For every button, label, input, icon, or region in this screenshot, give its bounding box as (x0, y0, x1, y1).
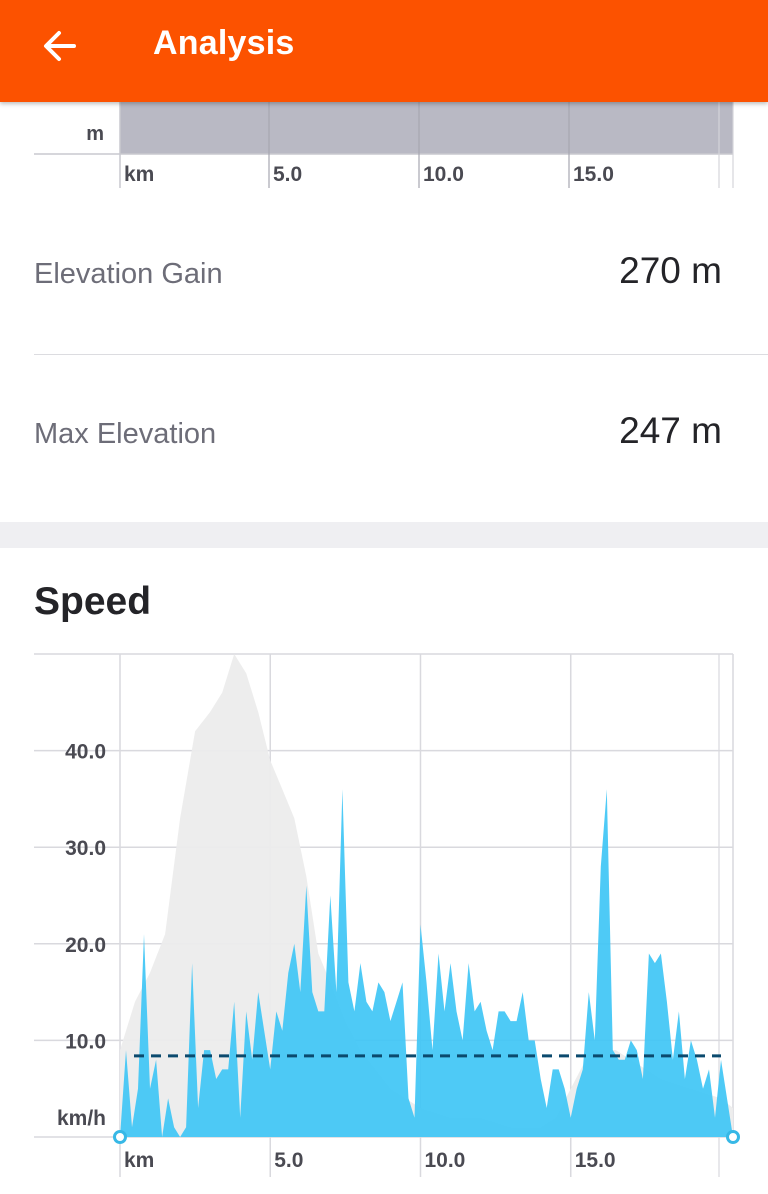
stat-value: 247 m (619, 410, 722, 451)
range-handle-left[interactable] (113, 1130, 127, 1144)
stat-row-elevation-gain: Elevation Gain 270 m (34, 236, 768, 316)
speed-section-title: Speed (34, 580, 152, 623)
range-handle-right[interactable] (726, 1130, 740, 1144)
stat-label: Elevation Gain (34, 258, 223, 290)
app-bar: Analysis (0, 0, 768, 102)
divider (34, 354, 768, 355)
y-tick-label: 30.0 (65, 837, 106, 860)
elevation-profile-area (120, 654, 733, 1137)
chart-labels: 10.0 20.0 30.0 40.0 5.0 10.0 15.0 km/h km (57, 741, 616, 1172)
back-button[interactable] (28, 18, 92, 74)
x-tick-label: 5.0 (274, 1149, 303, 1172)
elevation-chart: m km 5.0 10.0 15.0 (34, 102, 734, 188)
x-tick-label: 15.0 (575, 1149, 616, 1172)
elevation-x-tick-label: 10.0 (423, 163, 464, 186)
arrow-left-icon (44, 31, 76, 61)
stat-row-max-elevation: Max Elevation 247 m (34, 396, 768, 476)
y-unit-label: km/h (57, 1107, 106, 1130)
elevation-x-tick-label: 5.0 (273, 163, 302, 186)
elevation-chart-plot (120, 102, 733, 154)
page-title: Analysis (153, 24, 295, 62)
x-unit-label: km (124, 1149, 154, 1172)
stat-label: Max Elevation (34, 418, 217, 450)
y-tick-label: 20.0 (65, 934, 106, 957)
elevation-x-unit-label: km (124, 163, 154, 186)
y-tick-label: 10.0 (65, 1030, 106, 1053)
elevation-y-unit-label: m (86, 123, 104, 145)
speed-chart[interactable]: 10.0 20.0 30.0 40.0 5.0 10.0 15.0 km/h km (0, 640, 768, 1194)
section-separator (0, 522, 768, 548)
x-tick-label: 10.0 (424, 1149, 465, 1172)
y-tick-label: 40.0 (65, 741, 106, 764)
elevation-x-tick-label: 15.0 (573, 163, 614, 186)
speed-area (120, 789, 733, 1137)
stat-value: 270 m (619, 250, 722, 291)
